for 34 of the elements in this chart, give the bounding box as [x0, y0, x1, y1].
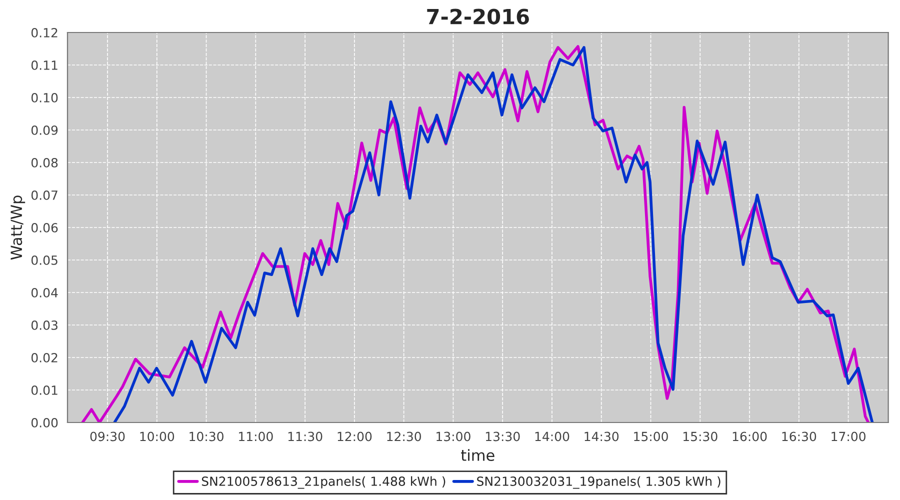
x-tick-label: 13:30 [486, 432, 520, 442]
y-tick-label: 0.12 [31, 28, 58, 38]
x-tick-label: 09:30 [90, 432, 125, 442]
y-tick-label: 0.02 [31, 352, 58, 362]
x-tick-label: 10:30 [190, 432, 224, 442]
x-tick-label: 15:30 [684, 432, 718, 442]
y-tick-label: 0.11 [31, 60, 58, 70]
legend-label: SN2130032031_19panels( 1.305 kWh ) [477, 476, 720, 489]
y-tick-label: 0.05 [31, 255, 58, 265]
x-tick-label: 13:00 [436, 432, 470, 442]
y-axis-title: Watt/Wp [10, 196, 26, 260]
x-tick-label: 14:00 [535, 432, 570, 442]
y-tick-label: 0.01 [31, 385, 58, 395]
legend-label: SN2100578613_21panels( 1.488 kWh ) [202, 476, 446, 489]
y-tick-label: 0.04 [31, 288, 58, 298]
x-axis-title: time [461, 449, 494, 462]
x-tick-label: 16:30 [782, 432, 816, 442]
y-tick-label: 0.07 [31, 190, 58, 200]
y-tick-label: 0.10 [31, 92, 58, 102]
y-tick-label: 0.03 [31, 320, 58, 330]
y-tick-label: 0.00 [31, 418, 58, 428]
chart-title: 7-2-2016 [427, 8, 529, 24]
x-tick-label: 11:00 [239, 432, 273, 442]
x-tick-label: 12:30 [387, 432, 421, 442]
x-tick-label: 17:00 [832, 432, 866, 442]
x-tick-label: 14:30 [584, 432, 619, 442]
y-tick-label: 0.08 [31, 158, 58, 168]
x-tick-label: 10:00 [140, 432, 174, 442]
x-tick-label: 12:00 [338, 432, 372, 442]
x-tick-label: 16:00 [732, 432, 767, 442]
y-tick-label: 0.06 [31, 222, 58, 232]
x-tick-label: 11:30 [288, 432, 322, 442]
y-tick-label: 0.09 [31, 125, 58, 135]
x-tick-label: 15:00 [634, 432, 668, 442]
